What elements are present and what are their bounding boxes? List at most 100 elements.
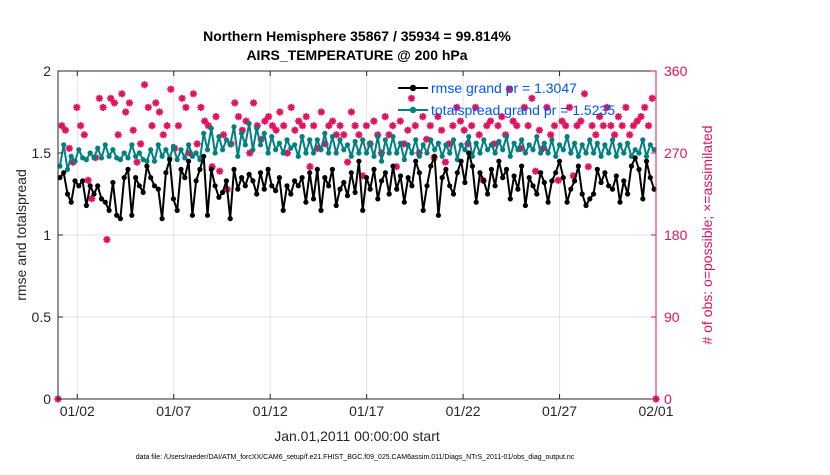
- obs-point: [626, 131, 634, 139]
- rmse-point: [125, 166, 131, 172]
- spread-point: [560, 147, 566, 153]
- obs-point: [332, 131, 340, 139]
- spread-point: [492, 150, 498, 156]
- obs-point: [174, 122, 182, 130]
- rmse-point: [307, 170, 313, 176]
- obs-point: [110, 99, 119, 107]
- obs-point: [543, 103, 551, 112]
- spread-point: [91, 155, 97, 161]
- rmse-point: [318, 207, 324, 213]
- spread-point: [273, 147, 279, 153]
- spread-point: [337, 137, 343, 143]
- obs-point: [614, 112, 623, 121]
- spread-point: [76, 147, 82, 153]
- spread-point: [413, 137, 419, 143]
- x-tick-label: 01/22: [446, 403, 481, 419]
- rmse-point: [625, 191, 631, 197]
- rmse-point: [64, 191, 71, 197]
- rmse-point: [488, 166, 494, 172]
- spread-point: [390, 134, 396, 140]
- spread-point: [310, 150, 317, 156]
- rmse-point: [386, 191, 392, 197]
- rmse-point: [382, 170, 388, 176]
- rmse-series: [57, 150, 657, 222]
- spread-point: [250, 147, 256, 153]
- obs-point: [140, 81, 149, 89]
- obs-point: [644, 122, 653, 130]
- obs-point: [125, 99, 134, 107]
- rmse-point: [159, 216, 165, 222]
- spread-series: [57, 120, 657, 172]
- y-right-tick-label: 360: [664, 63, 688, 79]
- obs-point: [129, 126, 137, 134]
- spread-point: [488, 142, 494, 148]
- y-axis-left: 0 0.5 1 1.5 2: [32, 63, 63, 407]
- spread-point: [394, 150, 400, 156]
- rmse-point: [80, 178, 86, 184]
- spread-point: [530, 147, 536, 153]
- spread-point: [564, 134, 570, 140]
- obs-point: [449, 122, 457, 130]
- spread-point: [379, 158, 385, 164]
- rmse-point: [636, 166, 642, 172]
- spread-point: [466, 134, 472, 140]
- spread-point: [133, 153, 139, 159]
- spread-point: [303, 150, 309, 156]
- rmse-point: [628, 163, 635, 169]
- rmse-point: [76, 183, 82, 189]
- rmse-point: [572, 178, 578, 184]
- x-tick-label: 01/27: [542, 403, 577, 419]
- rmse-point: [496, 158, 502, 164]
- spread-point: [288, 145, 294, 151]
- spread-point: [598, 153, 604, 159]
- obs-point: [599, 122, 607, 130]
- rmse-point: [129, 212, 135, 218]
- rmse-point: [72, 178, 78, 184]
- rmse-point: [507, 196, 513, 202]
- rmse-point: [485, 191, 491, 197]
- rmse-point: [553, 170, 559, 176]
- spread-point: [447, 150, 453, 156]
- rmse-point: [443, 166, 449, 172]
- obs-point: [584, 163, 592, 171]
- rmse-point: [462, 179, 468, 186]
- rmse-point: [515, 186, 521, 192]
- rmse-point: [261, 186, 267, 192]
- spread-point: [609, 137, 616, 143]
- rmse-point: [68, 199, 74, 205]
- rmse-point: [57, 175, 63, 181]
- spread-point: [344, 142, 351, 148]
- obs-point: [182, 103, 190, 112]
- obs-point: [265, 112, 273, 121]
- rmse-point: [466, 150, 472, 156]
- obs-point: [588, 122, 596, 130]
- rmse-point: [375, 196, 381, 202]
- spread-point: [280, 150, 286, 156]
- spread-point: [110, 147, 116, 153]
- obs-point: [407, 94, 416, 102]
- spread-point: [292, 142, 298, 148]
- rmse-point: [201, 153, 207, 159]
- rmse-point: [621, 178, 627, 184]
- spread-point: [526, 142, 532, 148]
- obs-point: [340, 131, 348, 139]
- rmse-point: [405, 175, 411, 181]
- rmse-point: [556, 158, 563, 164]
- rmse-point: [284, 183, 290, 189]
- obs-point: [155, 108, 164, 116]
- rmse-point: [197, 166, 203, 172]
- rmse-point: [326, 183, 332, 189]
- spread-point: [129, 142, 135, 148]
- spread-point: [621, 150, 627, 156]
- rmse-point: [594, 166, 600, 172]
- obs-point: [475, 131, 483, 139]
- y-right-tick-label: 270: [664, 145, 688, 161]
- spread-point: [416, 153, 422, 159]
- obs-point: [494, 122, 502, 130]
- rmse-point: [530, 183, 536, 189]
- y-axis-right-label: # of obs: o=possible; ×=assimilated: [699, 125, 715, 344]
- rmse-point: [397, 173, 404, 179]
- obs-point: [234, 112, 243, 121]
- rmse-point: [235, 186, 241, 192]
- spread-point: [223, 137, 229, 143]
